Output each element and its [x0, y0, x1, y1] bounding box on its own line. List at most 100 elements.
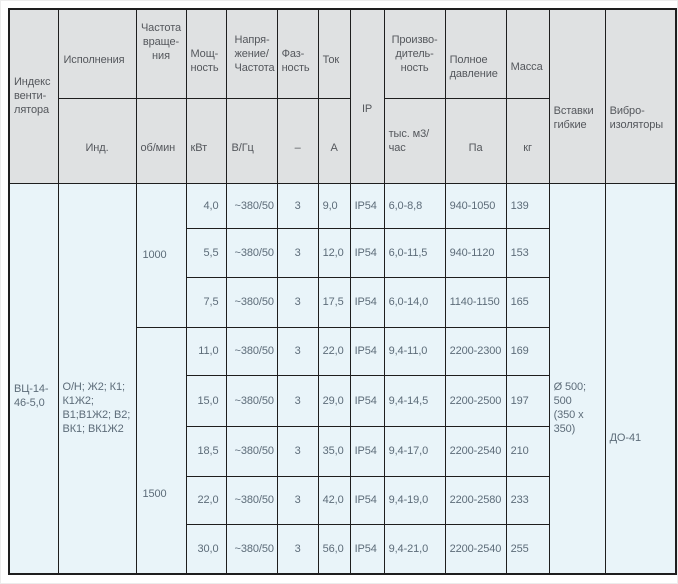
cell-speed-1000: 1000 [135, 182, 187, 328]
cell-current: 22,0 [317, 326, 351, 376]
cell-ip: IP54 [349, 425, 385, 477]
cell-current: 29,0 [317, 374, 351, 427]
cell-power: 11,0 [185, 326, 227, 376]
cell-mass: 165 [505, 276, 550, 328]
cell-phases: 3 [276, 276, 319, 328]
cell-capacity: 9,4-14,5 [383, 374, 446, 427]
cell-phases: 3 [276, 425, 319, 477]
cell-mass: 153 [505, 227, 550, 278]
header-vibration-isolators: Вибро- изоляторы [604, 8, 677, 184]
table-row: 18,5 ~380/50 3 35,0 IP54 9,4-17,0 2200-2… [9, 425, 676, 477]
header-versions-unit: Инд. [57, 97, 137, 184]
header-mass-unit: кг [505, 97, 550, 184]
table-row: 22,0 ~380/50 3 42,0 IP54 9,4-19,0 2200-2… [9, 475, 676, 525]
cell-ip: IP54 [349, 475, 385, 525]
header-phases-unit: – [276, 97, 319, 184]
table-row: 15,0 ~380/50 3 29,0 IP54 9,4-14,5 2200-2… [9, 374, 676, 427]
cell-pressure: 2200-2540 [444, 425, 507, 477]
header-speed: Частота враще- ния [135, 8, 187, 99]
cell-current: 17,5 [317, 276, 351, 328]
cell-ip: IP54 [349, 182, 385, 229]
table-row: 7,5 ~380/50 3 17,5 IP54 6,0-14,0 1140-11… [9, 276, 676, 328]
cell-mass: 255 [505, 523, 550, 575]
cell-power: 7,5 [185, 276, 227, 328]
cell-phases: 3 [276, 374, 319, 427]
cell-current: 9,0 [317, 182, 351, 229]
header-fan-index: Индекс венти- лятора [8, 8, 59, 184]
cell-mass: 233 [505, 475, 550, 525]
cell-power: 22,0 [185, 475, 227, 525]
cell-pressure: 1140-1150 [444, 276, 507, 328]
header-phases: Фаз- ность [276, 8, 319, 99]
cell-mass: 210 [505, 425, 550, 477]
cell-ip: IP54 [349, 523, 385, 575]
cell-fan-index: ВЦ-14- 46-5,0 [8, 182, 59, 575]
cell-power: 5,5 [185, 227, 227, 278]
cell-capacity: 6,0-8,8 [383, 182, 446, 229]
header-versions: Исполнения [57, 8, 137, 99]
cell-voltage: ~380/50 [225, 182, 278, 229]
cell-mass: 139 [505, 182, 550, 229]
header-mass: Масса [505, 8, 550, 99]
cell-mass: 169 [505, 326, 550, 376]
cell-pressure: 2200-2300 [444, 326, 507, 376]
cell-power: 15,0 [185, 374, 227, 427]
header-power: Мощ- ность [185, 8, 227, 99]
cell-ip: IP54 [349, 227, 385, 278]
cell-capacity: 9,4-11,0 [383, 326, 446, 376]
cell-voltage: ~380/50 [225, 374, 278, 427]
cell-versions: О/Н; Ж2; К1; К1Ж2; В1;В1Ж2; В2; ВК1; ВК1… [57, 182, 137, 575]
header-capacity: Произво- дитель- ность [383, 8, 446, 99]
header-pressure: Полное давление [444, 8, 507, 99]
header-flexible-inserts: Вставки гибкие [548, 8, 606, 184]
cell-current: 42,0 [317, 475, 351, 525]
header-capacity-unit: тыс. м3/час [383, 97, 446, 184]
cell-ip: IP54 [349, 326, 385, 376]
cell-power: 4,0 [185, 182, 227, 229]
header-row-units: Инд. об/мин кВт В/Гц – А тыс. м3/час Па … [9, 97, 676, 184]
table-row: 1500 11,0 ~380/50 3 22,0 IP54 9,4-11,0 2… [9, 326, 676, 575]
cell-capacity: 9,4-21,0 [383, 523, 446, 575]
header-pressure-unit: Па [444, 97, 507, 184]
cell-voltage: ~380/50 [225, 475, 278, 525]
cell-voltage: ~380/50 [225, 276, 278, 328]
cell-voltage: ~380/50 [225, 227, 278, 278]
cell-phases: 3 [276, 326, 319, 376]
cell-current: 12,0 [317, 227, 351, 278]
cell-ip: IP54 [349, 374, 385, 427]
table-row: 30,0 ~380/50 3 56,0 IP54 9,4-21,0 2200-2… [9, 523, 676, 575]
cell-phases: 3 [276, 523, 319, 575]
header-voltage: Напря- жение/ Частота [225, 8, 278, 99]
cell-mass: 197 [505, 374, 550, 427]
fan-spec-table: Индекс венти- лятора Исполнения Частота … [8, 8, 678, 575]
cell-flexible-inserts: Ø 500; 500 (350 x 350) [548, 182, 606, 575]
cell-phases: 3 [276, 227, 319, 278]
cell-pressure: 2200-2580 [444, 475, 507, 525]
cell-ip: IP54 [349, 276, 385, 328]
header-ip: IP [349, 8, 385, 184]
cell-power: 30,0 [185, 523, 227, 575]
cell-current: 35,0 [317, 425, 351, 477]
cell-capacity: 6,0-14,0 [383, 276, 446, 328]
cell-voltage: ~380/50 [225, 523, 278, 575]
header-power-unit: кВт [185, 97, 227, 184]
header-speed-unit: об/мин [135, 97, 187, 184]
cell-phases: 3 [276, 182, 319, 229]
cell-voltage: ~380/50 [225, 425, 278, 477]
header-current-unit: А [317, 97, 351, 184]
cell-capacity: 9,4-17,0 [383, 425, 446, 477]
cell-pressure: 2200-2540 [444, 523, 507, 575]
cell-vibration-isolators: ДО-41 [604, 182, 677, 575]
cell-capacity: 6,0-11,5 [383, 227, 446, 278]
header-row-top: Индекс венти- лятора Исполнения Частота … [8, 8, 677, 184]
table-row: ВЦ-14- 46-5,0 О/Н; Ж2; К1; К1Ж2; В1;В1Ж2… [8, 182, 677, 575]
cell-current: 56,0 [317, 523, 351, 575]
header-voltage-unit: В/Гц [225, 97, 278, 184]
cell-capacity: 9,4-19,0 [383, 475, 446, 525]
table-row: 5,5 ~380/50 3 12,0 IP54 6,0-11,5 940-112… [9, 227, 676, 278]
cell-pressure: 940-1050 [444, 182, 507, 229]
cell-phases: 3 [276, 475, 319, 525]
cell-speed-1500: 1500 [135, 326, 187, 575]
header-current: Ток [317, 8, 351, 99]
cell-pressure: 2200-2500 [444, 374, 507, 427]
